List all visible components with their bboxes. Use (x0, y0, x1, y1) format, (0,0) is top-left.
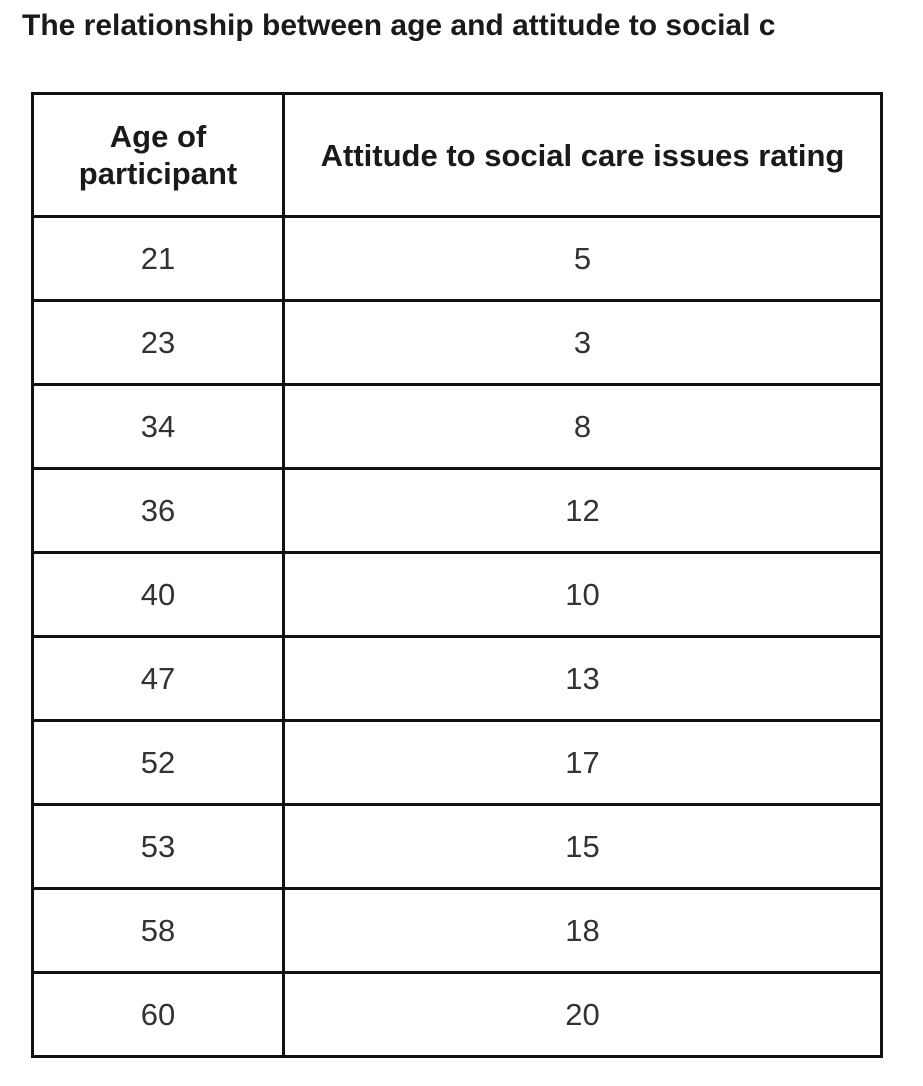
table-row: 34 8 (31, 383, 883, 470)
table-header-row: Age of participant Attitude to social ca… (31, 92, 883, 218)
header-age-of-participant: Age of participant (31, 92, 285, 218)
cell-age: 34 (31, 383, 285, 470)
page-title: The relationship between age and attitud… (22, 9, 776, 42)
cell-rating: 5 (282, 215, 883, 302)
cell-rating: 3 (282, 299, 883, 386)
cell-age: 36 (31, 467, 285, 554)
table-row: 40 10 (31, 551, 883, 638)
cell-age: 47 (31, 635, 285, 722)
header-attitude-rating: Attitude to social care issues rating (282, 92, 883, 218)
cell-rating: 18 (282, 887, 883, 974)
table-row: 23 3 (31, 299, 883, 386)
cell-age: 58 (31, 887, 285, 974)
table-row: 53 15 (31, 803, 883, 890)
cell-age: 53 (31, 803, 285, 890)
cell-age: 60 (31, 971, 285, 1058)
age-attitude-table: Age of participant Attitude to social ca… (31, 92, 883, 1058)
table-row: 52 17 (31, 719, 883, 806)
cell-age: 21 (31, 215, 285, 302)
cell-rating: 8 (282, 383, 883, 470)
cell-age: 40 (31, 551, 285, 638)
cell-rating: 15 (282, 803, 883, 890)
table-row: 47 13 (31, 635, 883, 722)
table-row: 36 12 (31, 467, 883, 554)
cell-rating: 12 (282, 467, 883, 554)
cell-age: 52 (31, 719, 285, 806)
cell-rating: 13 (282, 635, 883, 722)
table-row: 58 18 (31, 887, 883, 974)
table-row: 60 20 (31, 971, 883, 1058)
cell-rating: 20 (282, 971, 883, 1058)
table-row: 21 5 (31, 215, 883, 302)
cell-rating: 10 (282, 551, 883, 638)
cell-rating: 17 (282, 719, 883, 806)
cell-age: 23 (31, 299, 285, 386)
